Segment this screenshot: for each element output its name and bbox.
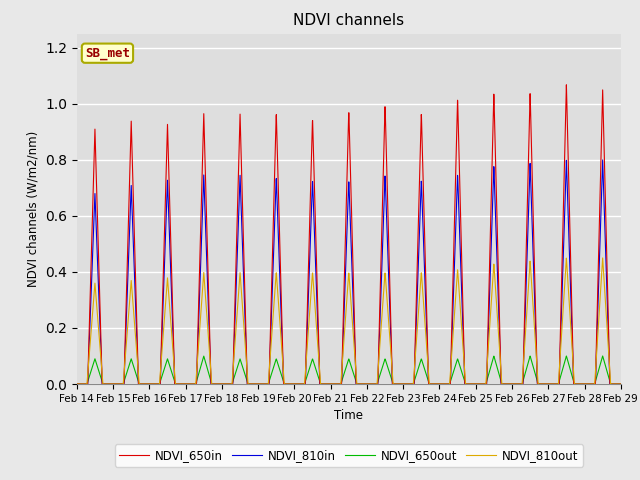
Line: NDVI_650out: NDVI_650out: [77, 356, 621, 384]
NDVI_650out: [607, 380, 614, 385]
Legend: NDVI_650in, NDVI_810in, NDVI_650out, NDVI_810out: NDVI_650in, NDVI_810in, NDVI_650out, NDV…: [115, 444, 583, 467]
NDVI_810out: [305, 319, 313, 324]
NDVI_810out: [599, 255, 607, 261]
NDVI_650in: [607, 381, 614, 387]
NDVI_810in: [73, 381, 81, 387]
Title: NDVI channels: NDVI channels: [293, 13, 404, 28]
NDVI_650out: [548, 381, 556, 387]
NDVI_810out: [135, 377, 143, 383]
Line: NDVI_650in: NDVI_650in: [77, 85, 621, 384]
Y-axis label: NDVI channels (W/m2/nm): NDVI channels (W/m2/nm): [26, 131, 40, 287]
NDVI_810in: [599, 157, 607, 163]
NDVI_650in: [563, 82, 570, 88]
NDVI_810out: [548, 381, 556, 387]
NDVI_650out: [282, 381, 289, 387]
NDVI_650out: [135, 380, 143, 386]
NDVI_650in: [135, 381, 143, 387]
NDVI_810out: [282, 381, 289, 387]
NDVI_810out: [73, 381, 81, 387]
Text: SB_met: SB_met: [85, 47, 130, 60]
NDVI_650out: [305, 367, 313, 373]
NDVI_650in: [282, 381, 289, 387]
NDVI_810in: [135, 381, 143, 387]
NDVI_650out: [617, 381, 625, 387]
NDVI_810in: [607, 381, 614, 387]
NDVI_810in: [282, 381, 289, 387]
NDVI_810in: [305, 276, 313, 282]
NDVI_650in: [548, 381, 556, 387]
NDVI_810in: [617, 381, 625, 387]
NDVI_650in: [305, 245, 313, 251]
NDVI_810in: [548, 381, 556, 387]
NDVI_810out: [167, 324, 175, 329]
NDVI_650in: [73, 381, 81, 387]
NDVI_650out: [73, 381, 81, 387]
NDVI_650out: [167, 368, 175, 373]
Line: NDVI_810out: NDVI_810out: [77, 258, 621, 384]
NDVI_650in: [167, 252, 175, 258]
NDVI_810out: [617, 381, 625, 387]
NDVI_810out: [607, 375, 614, 381]
NDVI_650in: [617, 381, 625, 387]
X-axis label: Time: Time: [334, 409, 364, 422]
Line: NDVI_810in: NDVI_810in: [77, 160, 621, 384]
NDVI_650out: [599, 353, 607, 359]
NDVI_810in: [167, 280, 175, 286]
